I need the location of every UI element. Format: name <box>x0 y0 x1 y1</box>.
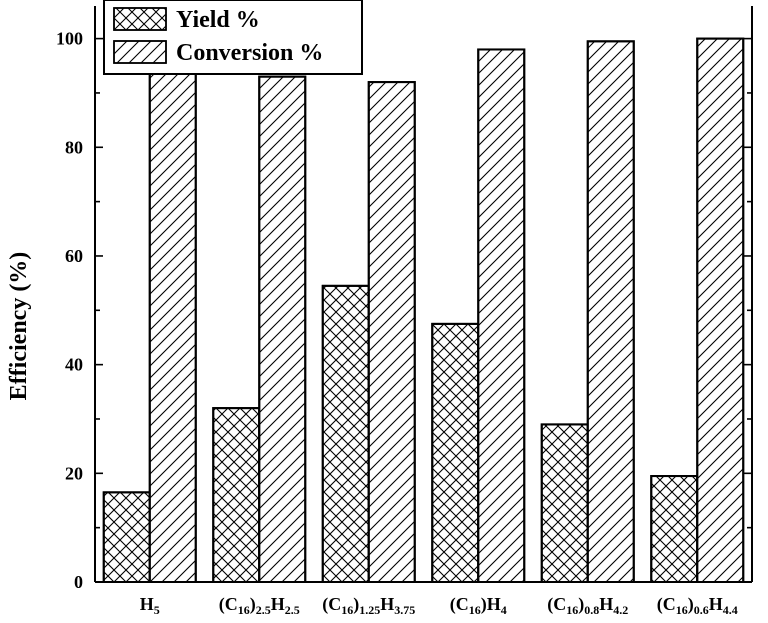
x-tick-label-4: (C16)0.8H4.2 <box>547 594 628 617</box>
y-tick-label-60: 60 <box>65 246 83 266</box>
bars-group <box>102 37 745 584</box>
x-tick-labels: H5 (C16)2.5H2.5 (C16)1.25H3.75 (C16)H4 (C16)… <box>140 594 738 617</box>
bar-pattern-1-3 <box>477 48 526 584</box>
legend: Yield % Conversion % <box>103 0 363 75</box>
bar-pattern-0-2 <box>321 284 370 583</box>
plot-area <box>94 6 753 584</box>
axes-frame <box>94 6 753 583</box>
x-tick-label-3: (C16)H4 <box>450 594 507 617</box>
bar-pattern-0-5 <box>650 475 699 584</box>
y-tick-label-0: 0 <box>74 572 83 592</box>
bar-pattern-1-5 <box>696 37 745 584</box>
legend-swatch-0 <box>113 7 167 31</box>
legend-label-1: Conversion % <box>176 40 323 66</box>
y-tick-label-80: 80 <box>65 137 83 157</box>
x-tick-label-0: H5 <box>140 594 160 617</box>
bar-pattern-0-4 <box>540 423 589 583</box>
x-tick-label-5: (C16)0.6H4.4 <box>657 594 738 617</box>
bar-pattern-0-3 <box>431 322 480 583</box>
legend-swatch-1 <box>113 40 167 64</box>
bar-pattern-0-0 <box>102 491 151 584</box>
legend-label-0: Yield % <box>176 7 260 33</box>
y-tick-labels: 0 20 40 60 80 100 <box>56 29 83 592</box>
x-tick-label-2: (C16)1.25H3.75 <box>322 594 415 617</box>
x-tick-label-1: (C16)2.5H2.5 <box>219 594 300 617</box>
y-tick-label-100: 100 <box>56 29 83 49</box>
y-tick-label-40: 40 <box>65 355 83 375</box>
bar-pattern-0-1 <box>212 407 261 584</box>
bar-pattern-1-0 <box>148 48 197 584</box>
bar-pattern-1-1 <box>258 75 307 583</box>
y-axis-title: Efficiency (%) <box>6 252 32 401</box>
bar-pattern-1-2 <box>367 81 416 583</box>
bar-pattern-1-4 <box>586 40 635 584</box>
y-tick-label-20: 20 <box>65 463 83 483</box>
